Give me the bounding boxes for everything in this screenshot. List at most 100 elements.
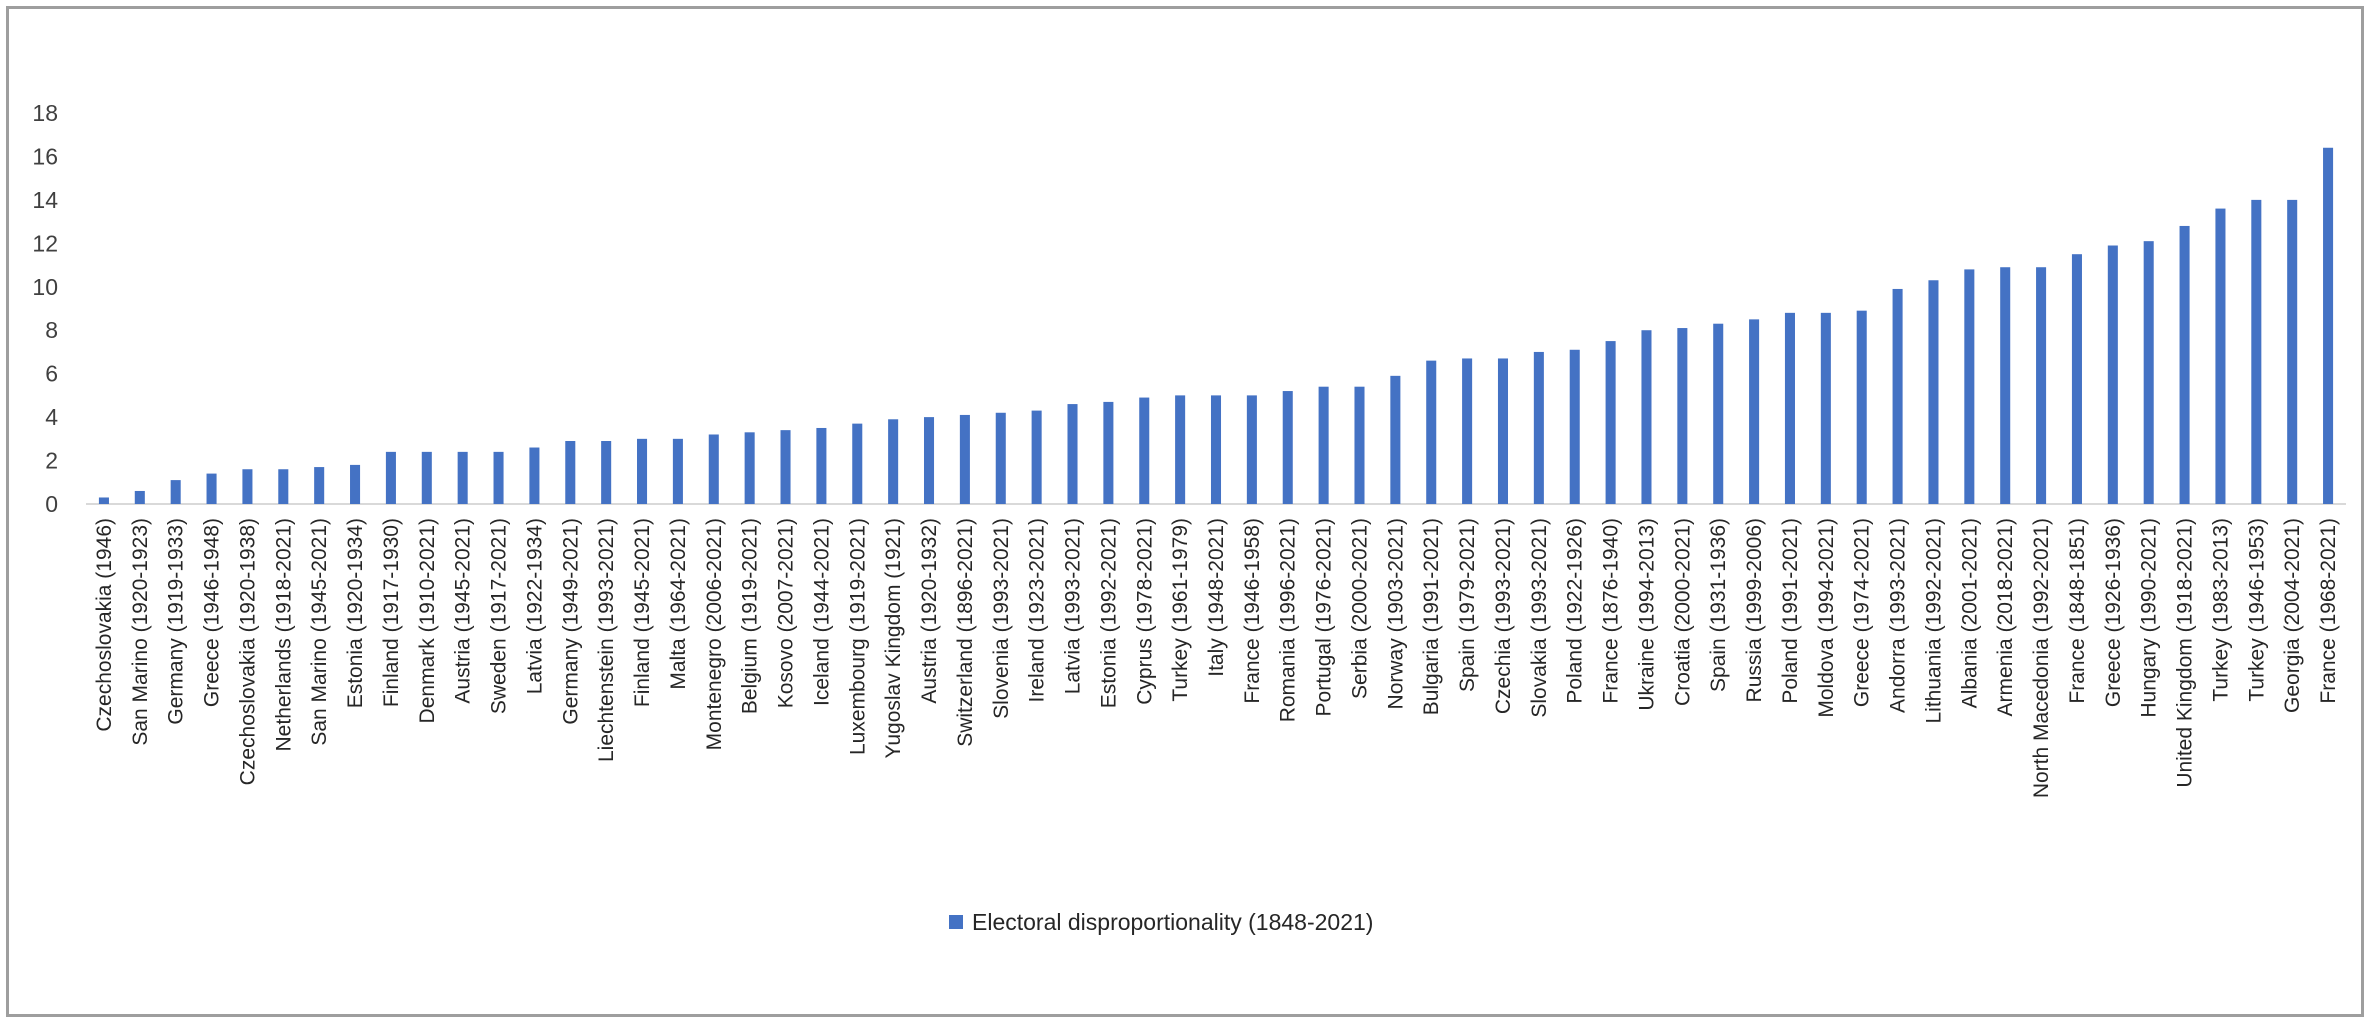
x-category-label: Spain (1931-1936) [1707, 518, 1730, 692]
bar [1246, 395, 1257, 504]
bar [1605, 341, 1616, 504]
x-category-label: Portugal (1976-2021) [1313, 518, 1336, 716]
bar [2287, 199, 2298, 504]
x-category-label: Denmark (1910-2021) [416, 518, 439, 723]
x-category-label: United Kingdom (1918-2021) [2174, 518, 2197, 788]
bar [1641, 330, 1652, 504]
bar [1713, 323, 1724, 504]
bar [1964, 269, 1975, 504]
x-category-label: Liechtenstein (1993-2021) [595, 518, 618, 762]
x-category-label: Armenia (2018-2021) [1994, 518, 2017, 716]
x-category-label: Spain (1979-2021) [1456, 518, 1479, 692]
bar [1426, 360, 1437, 504]
x-category-label: Hungary (1990-2021) [2138, 518, 2161, 718]
bar [1318, 386, 1329, 504]
x-category-label: Finland (1945-2021) [631, 518, 654, 707]
x-category-label: Georgia (2004-2021) [2281, 518, 2304, 713]
bar [1497, 358, 1509, 504]
bar [170, 480, 181, 504]
bar [1892, 288, 1903, 504]
x-category-label: Estonia (1992-2021) [1097, 518, 1120, 708]
x-category-label: Switzerland (1896-2021) [954, 518, 977, 747]
x-category-label: Romania (1996-2021) [1277, 518, 1300, 722]
x-category-label: Cyprus (1978-2021) [1133, 518, 1156, 705]
bar [1282, 391, 1293, 504]
bar [923, 417, 935, 504]
category-labels: Czechoslovakia (1946) San Marino (1920-19… [93, 518, 2340, 798]
bar [2179, 225, 2190, 504]
bar [2215, 208, 2226, 505]
bar [1820, 312, 1831, 504]
y-axis-ticks: 0 2 4 6 8 10 12 14 16 18 [32, 100, 58, 517]
x-category-label: Poland (1991-2021) [1779, 518, 1802, 704]
bar [385, 451, 396, 504]
bar [457, 451, 468, 504]
x-category-label: Slovenia (1993-2021) [990, 518, 1013, 719]
bar [350, 464, 361, 504]
bar [1103, 401, 1114, 504]
x-category-label: Poland (1922-1926) [1564, 518, 1587, 704]
x-category-label: Austria (1945-2021) [452, 518, 475, 704]
y-tick-label: 0 [45, 491, 58, 517]
bar [134, 490, 145, 504]
bar [565, 441, 576, 504]
y-tick-label: 18 [32, 100, 58, 126]
x-category-label: Croatia (2000-2021) [1671, 518, 1694, 706]
x-category-label: Malta (1964-2021) [667, 518, 690, 690]
bar [242, 469, 253, 504]
legend: Electoral disproportionality (1848-2021) [949, 909, 1373, 935]
x-category-label: Austria (1920-1932) [918, 518, 941, 704]
x-category-label: Slovakia (1993-2021) [1528, 518, 1551, 718]
x-category-label: Turkey (1961-1979) [1169, 518, 1192, 702]
x-category-label: Yugoslav Kingdom (1921) [882, 518, 905, 759]
x-category-label: Italy (1948-2021) [1205, 518, 1228, 677]
bar [1067, 404, 1078, 504]
x-category-label: Serbia (2000-2021) [1348, 518, 1371, 699]
x-category-label: Russia (1999-2006) [1743, 518, 1766, 702]
y-tick-label: 12 [32, 230, 58, 256]
bar [1139, 397, 1150, 504]
x-category-label: Latvia (1922-1934) [523, 518, 546, 694]
x-category-label: France (1946-1958) [1241, 518, 1264, 704]
x-category-label: Germany (1919-1933) [165, 518, 188, 725]
bar [493, 451, 504, 504]
legend-swatch [949, 915, 963, 929]
x-category-label: Montenegro (2006-2021) [703, 518, 726, 750]
x-category-label: Sweden (1917-2021) [488, 518, 511, 714]
bar [314, 467, 325, 504]
x-category-label: Norway (1903-2021) [1384, 518, 1407, 709]
bar [995, 412, 1006, 504]
bar [2323, 147, 2334, 504]
x-category-label: Kosovo (2007-2021) [775, 518, 798, 708]
bar [1533, 351, 1544, 504]
chart-frame [6, 6, 2364, 1017]
y-tick-label: 2 [45, 448, 58, 474]
x-category-label: Greece (1926-1936) [2102, 518, 2125, 707]
bar [1856, 310, 1867, 504]
x-category-label: Latvia (1993-2021) [1062, 518, 1085, 694]
x-category-label: San Marino (1945-2021) [308, 518, 331, 746]
x-category-label: Iceland (1944-2021) [810, 518, 833, 706]
bar [98, 497, 109, 504]
y-tick-label: 14 [32, 187, 58, 213]
x-category-label: France (1848-1851) [2066, 518, 2089, 704]
bar [2251, 199, 2262, 504]
y-tick-label: 6 [45, 361, 58, 387]
bar [421, 451, 432, 504]
bar [888, 419, 899, 504]
bars [98, 147, 2334, 505]
bar [2036, 267, 2047, 504]
x-category-label: Czechoslovakia (1920-1938) [236, 518, 259, 785]
bar [1175, 395, 1186, 504]
bar [1031, 410, 1042, 504]
x-category-label: Turkey (1983-2013) [2209, 518, 2232, 702]
bar [959, 414, 970, 504]
x-category-label: France (1968-2021) [2317, 518, 2340, 704]
bar [852, 423, 863, 504]
x-category-label: Estonia (1920-1934) [344, 518, 367, 708]
bar [2143, 241, 2154, 504]
bar [744, 432, 755, 504]
y-tick-label: 4 [45, 404, 58, 430]
x-category-label: Netherlands (1918-2021) [272, 518, 295, 751]
